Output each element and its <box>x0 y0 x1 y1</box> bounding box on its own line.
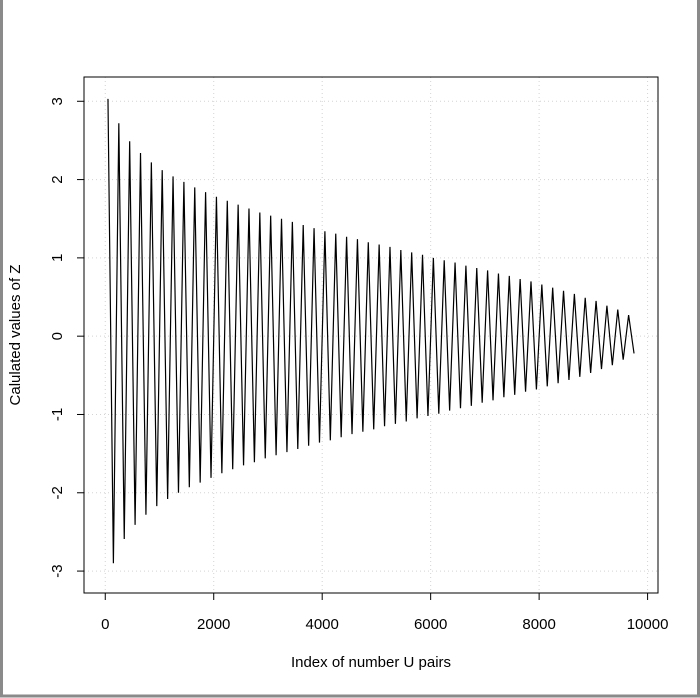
y-tick-label: -3 <box>49 564 66 577</box>
y-tick-label: -2 <box>49 486 66 499</box>
plot-frame <box>83 76 659 594</box>
x-tick-label: 8000 <box>522 616 555 633</box>
x-tick-label: 10000 <box>627 616 669 633</box>
x-tick-label: 0 <box>101 616 109 633</box>
y-axis-label: Calulated values of Z <box>7 265 24 406</box>
y-tick-label: 3 <box>49 97 66 105</box>
data-line <box>107 98 635 564</box>
y-tick-label: 1 <box>49 254 66 262</box>
y-tick-label: 0 <box>49 332 66 340</box>
x-tick-label: 4000 <box>306 616 339 633</box>
x-tick-label: 6000 <box>414 616 447 633</box>
x-axis-label: Index of number U pairs <box>291 654 451 671</box>
y-tick-label: 2 <box>49 175 66 183</box>
y-tick-label: -1 <box>49 408 66 421</box>
x-tick-label: 2000 <box>197 616 230 633</box>
